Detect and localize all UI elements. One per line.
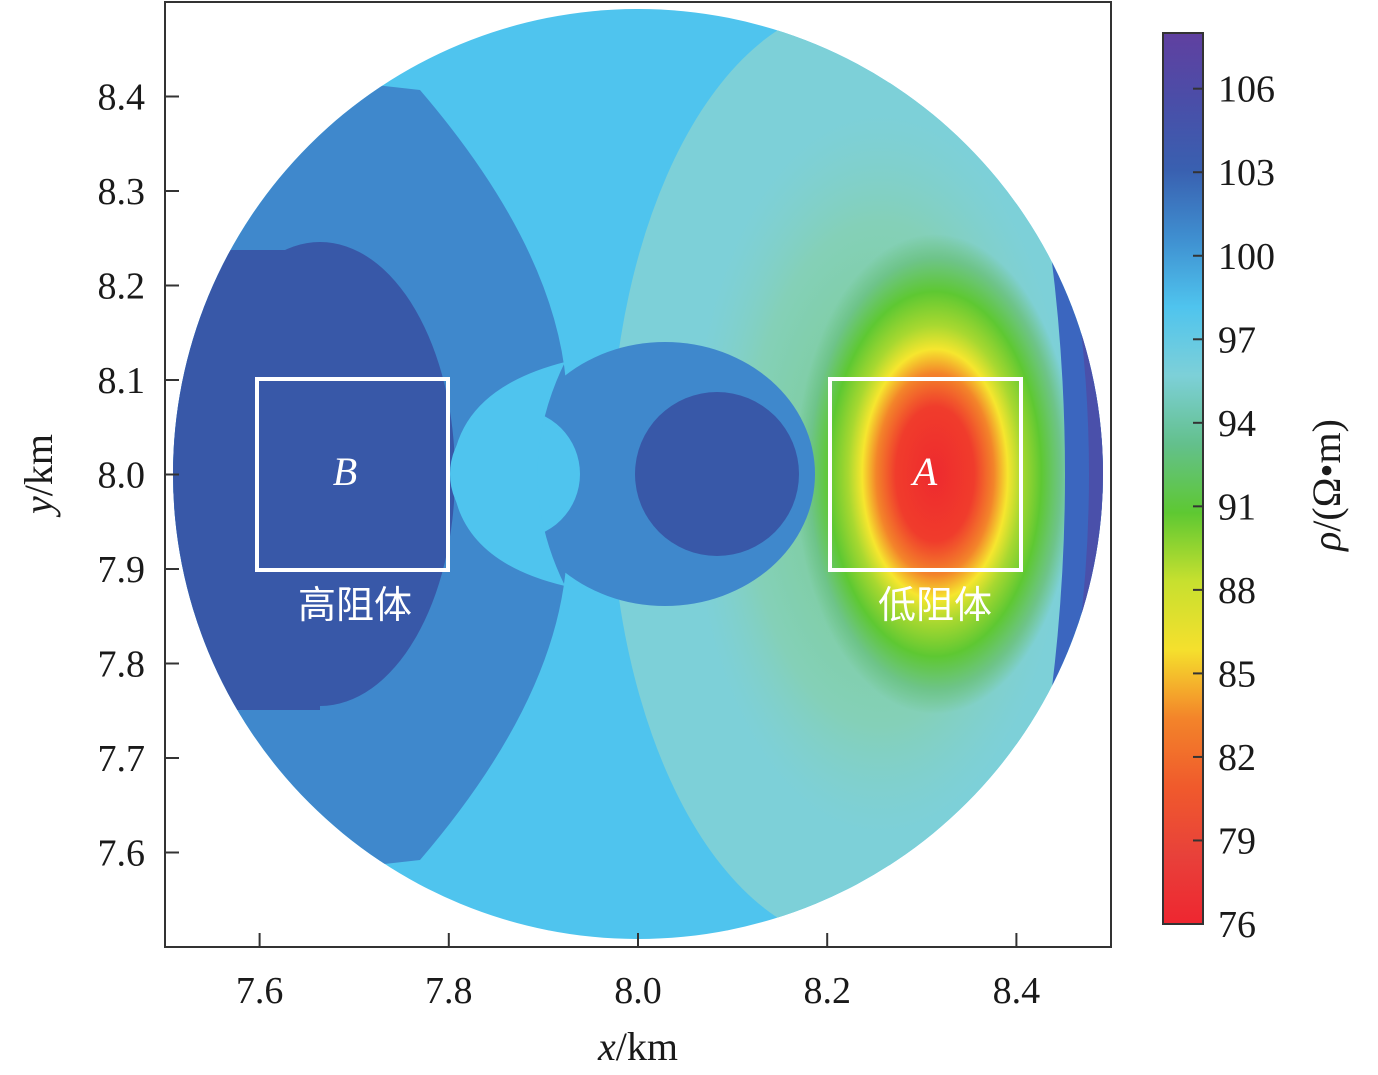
colorbar-tick-label: 79 [1218,820,1256,862]
colorbar-tick-label: 82 [1218,737,1256,779]
colorbar-gradient [1162,32,1204,925]
x-tick-label: 8.0 [614,970,662,1012]
anomaly-box-b [255,377,450,572]
anomaly-a-label: A [910,449,938,494]
colorbar-tick-label: 85 [1218,653,1256,695]
x-tick-label: 8.4 [993,970,1041,1012]
colorbar-tick-label: 94 [1218,403,1256,445]
colorbar-tick-label: 76 [1218,904,1256,946]
heatmap-right-edge-outer [1068,240,1103,710]
y-axis: 7.6 7.7 7.8 7.9 8.0 8.1 8.2 8.3 8.4 [98,77,179,875]
heatmap-center-core [635,392,799,556]
colorbar-tick-label: 97 [1218,319,1256,361]
colorbar-tick-label: 88 [1218,570,1256,612]
colorbar-tick-label: 103 [1218,152,1275,194]
y-tick-label: 7.9 [98,549,146,591]
anomaly-b-note: 高阻体 [298,583,412,627]
heatmap-center-crescent [452,362,565,586]
x-axis: 7.6 7.8 8.0 8.2 8.4 [236,933,1040,1012]
x-tick-label: 7.6 [236,970,284,1012]
y-tick-label: 8.2 [98,266,146,308]
x-tick-label: 8.2 [803,970,851,1012]
x-tick-label: 7.8 [425,970,473,1012]
anomaly-a-note: 低阻体 [878,583,992,627]
colorbar-tick-label: 106 [1218,69,1275,111]
y-tick-label: 8.0 [98,455,146,497]
colorbar-ticks: 76 79 82 85 88 91 94 97 100 103 106 [1193,69,1275,946]
anomaly-box-a [828,377,1023,572]
x-axis-title: x/km [597,1024,678,1069]
y-tick-label: 8.1 [98,360,146,402]
resistivity-heatmap [173,9,1103,939]
heatmap-low-anomaly [795,234,1075,714]
y-tick-label: 8.3 [98,171,146,213]
colorbar-tick-label: 91 [1218,486,1256,528]
colorbar-title: ρ/(Ω•m) [1304,419,1349,553]
y-axis-title: y/km [16,434,61,518]
colorbar: 76 79 82 85 88 91 94 97 100 103 106 [1162,32,1275,946]
y-tick-label: 7.6 [98,833,146,875]
y-tick-label: 7.8 [98,644,146,686]
y-tick-label: 7.7 [98,738,146,780]
anomaly-b-label: B [333,449,357,494]
y-tick-label: 8.4 [98,77,146,119]
heatmap-high-block [173,250,320,710]
colorbar-tick-label: 100 [1218,236,1275,278]
